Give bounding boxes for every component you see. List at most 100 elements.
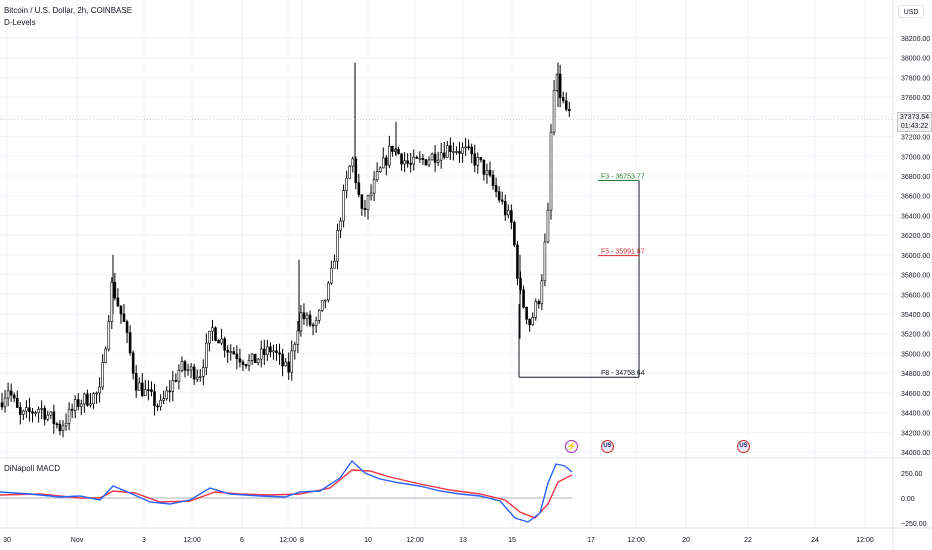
candle-body [150,389,153,392]
candle-body [113,282,117,299]
candle-body [217,340,220,344]
candle-body [22,410,25,415]
candle-body [0,402,4,408]
price-axis-label: 35600.00 [901,292,930,299]
symbol-legend[interactable]: Bitcoin / U.S. Dollar, 2h, COINBASE [4,6,133,15]
candle-body [165,390,168,399]
candle-body [46,414,50,420]
candle-body [375,171,379,181]
candle-body [95,392,98,395]
candle-body [445,145,449,158]
candle-body [357,182,361,196]
price-axis-label: 37800.00 [901,75,930,82]
candle-body [12,394,16,399]
candle-body [549,131,553,211]
candle-body [330,267,333,284]
candle-body [174,380,178,382]
candle-body [104,348,107,363]
price-axis-label: 38200.00 [901,36,930,43]
candle-body [360,194,364,209]
price-axis-label: 37000.00 [901,154,930,161]
macd-signal-line [0,469,573,519]
price-axis-label: 36600.00 [901,194,930,201]
time-axis-label: 12:00 [627,537,645,544]
candle-body [561,97,565,102]
candle-body [244,364,248,367]
candle-body [525,306,528,320]
candle-body [546,209,550,243]
candle-body [198,376,202,378]
candle-body [531,317,535,326]
candle-body [43,408,47,420]
candle-body [64,422,68,427]
candle-body [223,338,226,351]
candle-body [262,348,266,355]
candle-body [567,109,571,111]
time-axis-label: 6 [240,537,244,544]
candle-body [89,403,92,406]
candle-body [381,157,385,169]
time-axis-label: 8 [300,537,304,544]
candle-body [421,157,425,160]
macd-axis-label: −250.00 [901,521,927,528]
candle-body [461,147,464,154]
candle-body [409,163,413,165]
level-label: F8 - 34758.64 [601,370,645,377]
candle-body [70,408,74,411]
candle-body [253,353,257,364]
candle-body [452,151,455,153]
candle-body [363,208,367,210]
candle-body [345,177,348,191]
candle-body [467,146,470,149]
price-axis-label: 34000.00 [901,450,930,457]
candle-body [384,157,388,166]
candle-body [400,153,403,165]
candle-body [299,312,303,332]
us-flag-icon[interactable]: US [601,440,614,453]
bar-countdown: 01:43:22 [900,123,929,130]
candle-body [278,352,281,355]
candle-body [491,174,495,186]
price-axis-label: 34600.00 [901,391,930,398]
candle-body [147,389,150,391]
candle-body [281,353,284,367]
price-axis-label: 38000.00 [901,56,930,63]
candle-body [119,305,123,315]
candle-body [141,382,144,396]
candle-body [214,327,217,341]
candle-body [186,369,190,372]
candle-body [211,327,214,332]
candle-body [208,330,211,344]
currency-button[interactable]: USD [898,5,924,18]
candle-body [67,408,71,424]
candle-body [159,400,162,408]
candle-body [183,361,187,371]
price-axis-label: 34200.00 [901,430,930,437]
lightning-icon[interactable]: ⚡ [565,440,578,453]
dlevels-legend[interactable]: D-Levels [4,18,36,27]
candle-body [101,362,104,388]
candle-body [317,310,321,321]
candle-body [92,393,95,405]
candle-body [34,412,37,414]
time-axis-label: 22 [744,537,752,544]
candle-body [31,411,34,414]
us-flag-icon-2[interactable]: US [737,440,750,453]
candle-body [403,160,406,165]
candle-body [272,350,275,353]
candle-body [6,390,10,399]
candle-body [241,361,245,365]
candle-body [202,367,205,377]
price-candles [0,62,893,438]
price-axis-label: 36400.00 [901,213,930,220]
time-axis-label: 24 [811,537,819,544]
candle-body [552,90,556,133]
candle-body [171,380,175,392]
current-price-label: 37373.54 01:43:22 [897,112,932,132]
candle-body [134,373,138,391]
candle-body [473,153,477,166]
candle-body [180,361,184,371]
dinapoli-levels: F3 - 36753.77 F5 - 35991.87 F8 - 34758.64 [518,174,645,378]
macd-legend[interactable]: DiNapoli MACD [4,464,61,473]
